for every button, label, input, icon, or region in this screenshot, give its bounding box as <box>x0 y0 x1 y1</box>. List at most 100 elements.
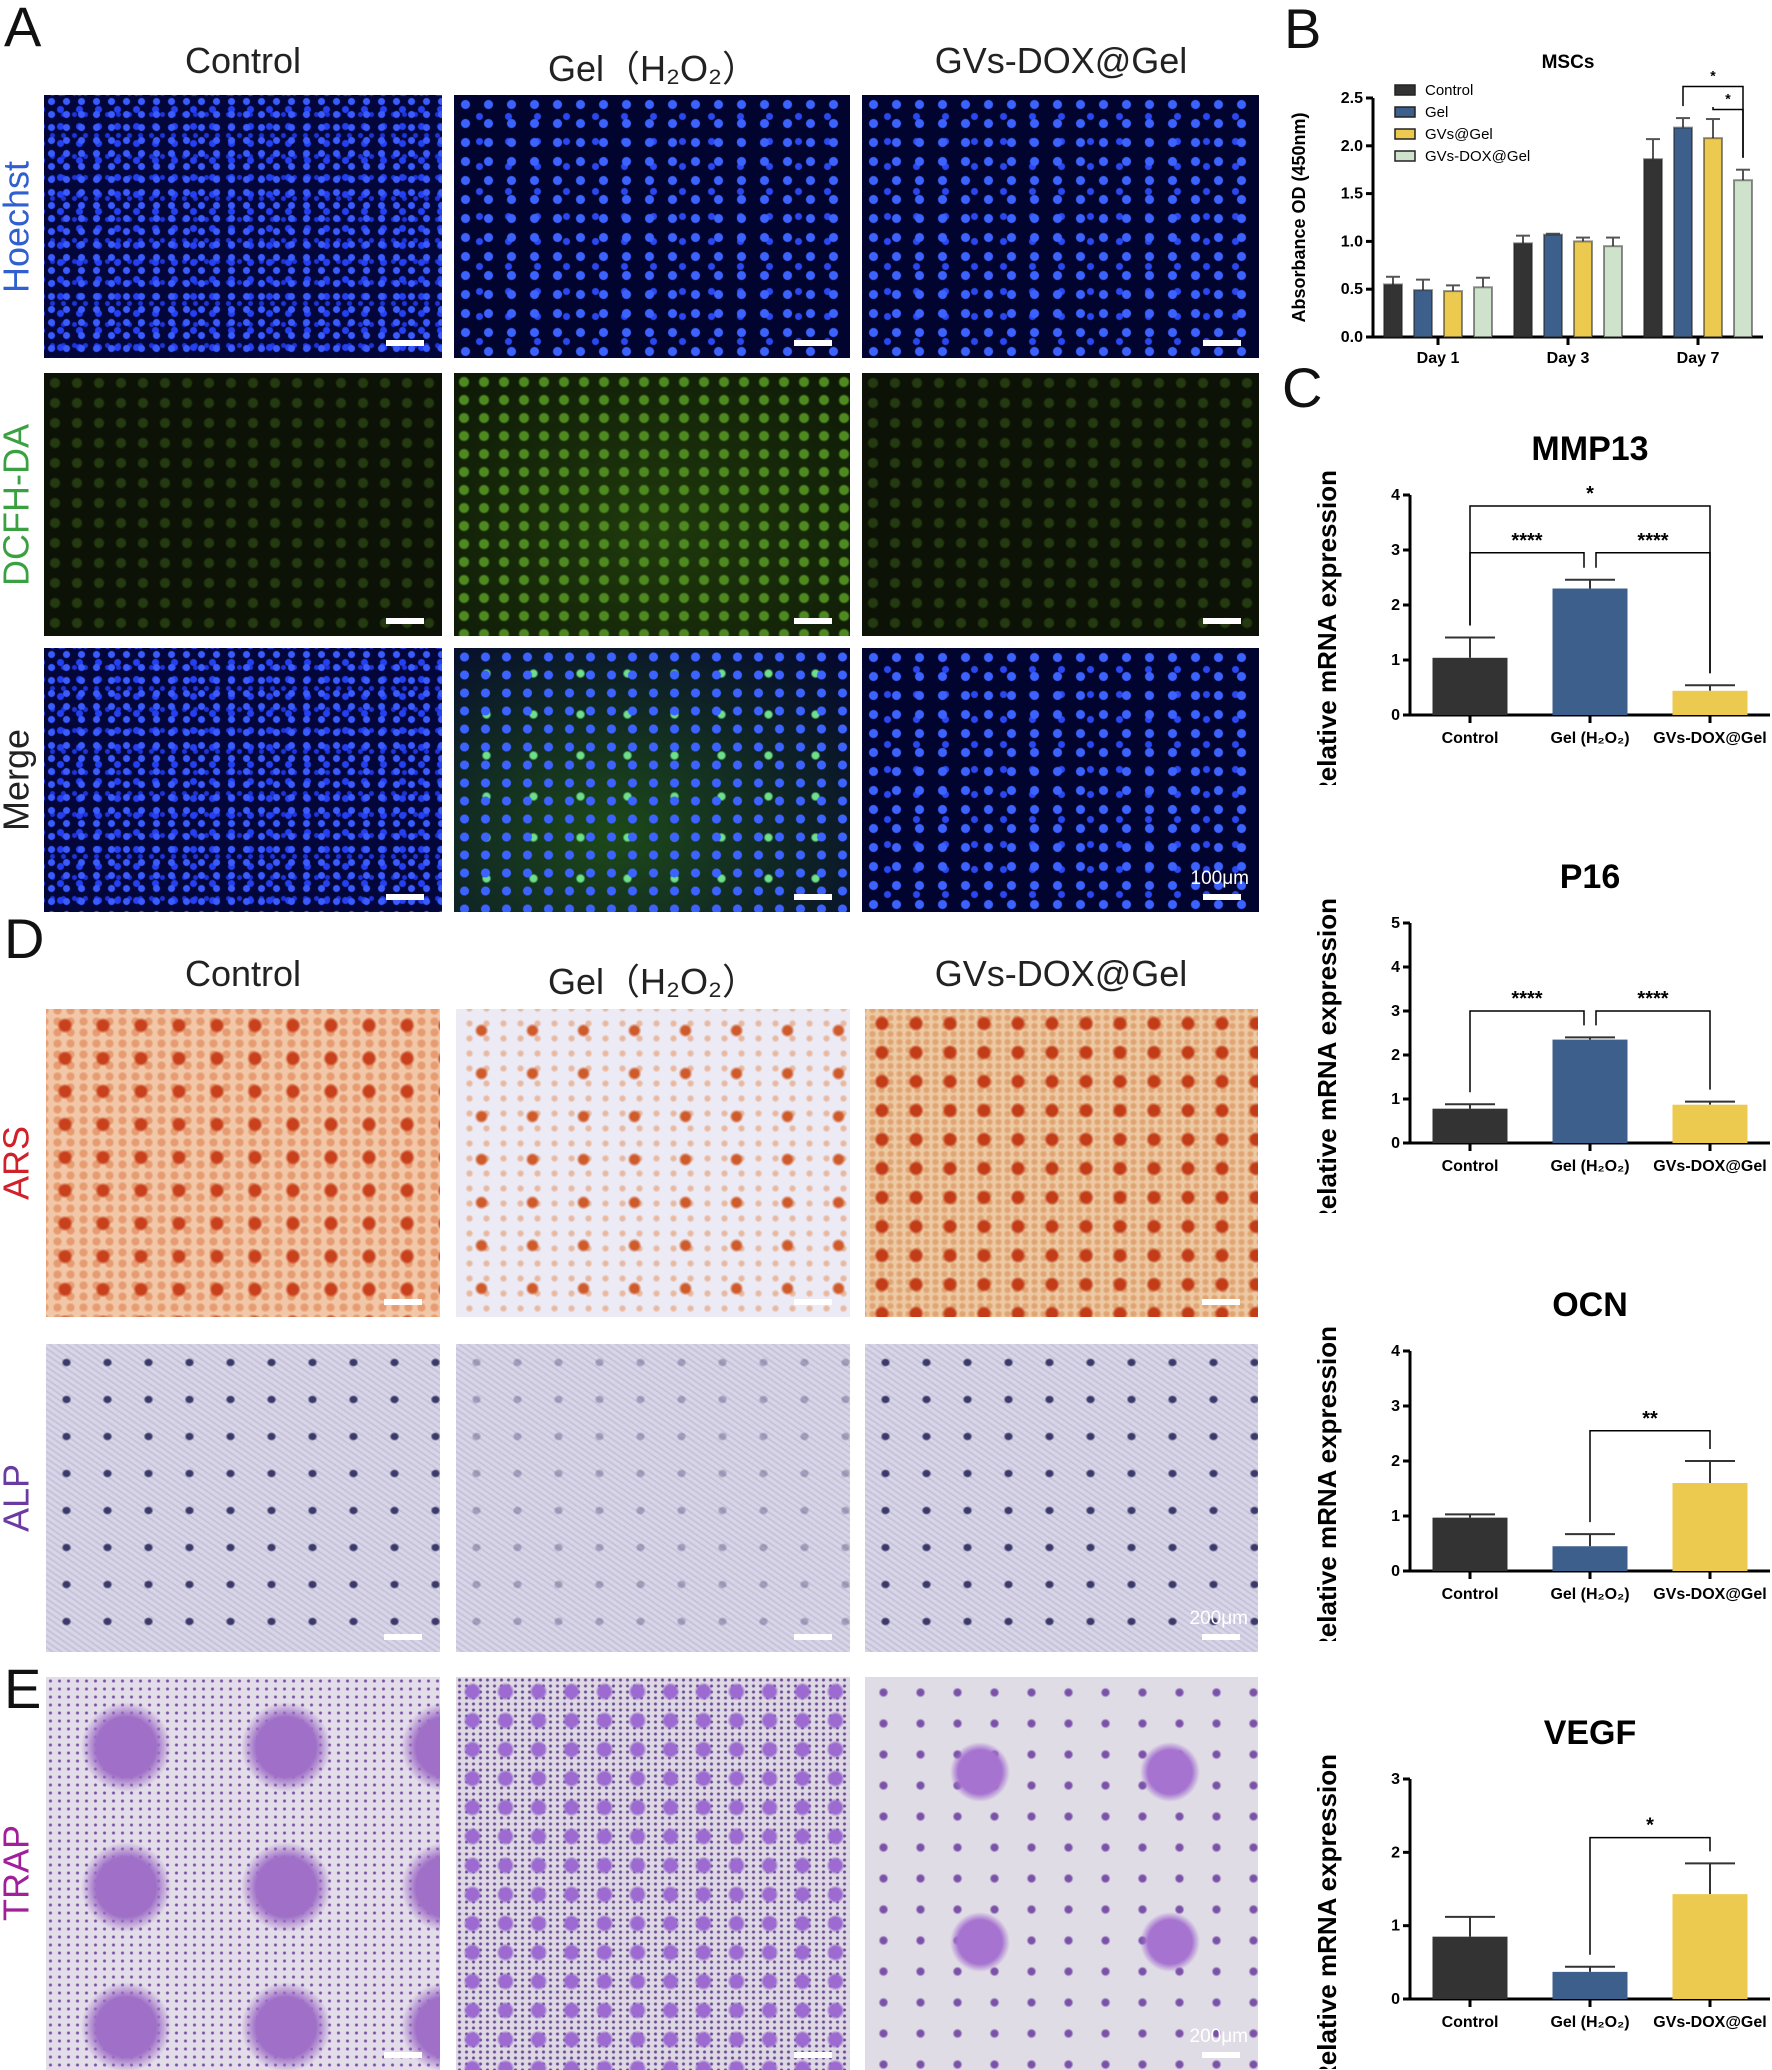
column-header-gvs-dox-gel: GVs-DOX@Gel <box>934 953 1188 994</box>
significance-label: **** <box>1637 530 1668 552</box>
row-label-alp: ALP <box>0 1463 37 1533</box>
significance-bracket <box>1469 1010 1585 1093</box>
x-tick-label: Gel (H₂O₂) <box>1550 1158 1629 1175</box>
micrograph-merge-control <box>44 648 442 912</box>
scale-bar <box>384 1634 422 1640</box>
x-tick-label: Control <box>1442 2014 1499 2031</box>
micrograph-trap-control <box>46 1677 440 2070</box>
row-label-ars: ARS <box>0 1125 37 1201</box>
bar <box>1672 690 1748 715</box>
y-tick-label: 4 <box>1391 487 1400 504</box>
legend-label: Control <box>1425 82 1473 99</box>
legend-swatch <box>1394 150 1416 162</box>
row-label-hoechst: Hoechst <box>0 160 37 294</box>
x-tick-label: Day 1 <box>1417 350 1460 367</box>
micrograph-alp-gel <box>456 1344 850 1652</box>
bar <box>1573 240 1593 338</box>
y-axis-label: Relative mRNA expression <box>1312 1754 1342 2069</box>
scale-bar <box>794 894 832 900</box>
y-tick-label: 3 <box>1391 1398 1400 1415</box>
column-header-gvs-dox-gel: GVs-DOX@Gel <box>934 40 1188 81</box>
bar <box>1432 1517 1508 1571</box>
significance-label: * <box>1586 483 1594 505</box>
scale-label: 100μm <box>1190 868 1249 889</box>
micrograph-ars-gel <box>456 1009 850 1317</box>
y-tick-label: 2.5 <box>1341 90 1363 107</box>
chart-title: MSCs <box>1542 52 1595 73</box>
x-tick-label: Control <box>1442 1586 1499 1603</box>
y-tick-label: 2.0 <box>1341 138 1363 155</box>
significance-label: **** <box>1511 988 1542 1010</box>
x-tick-label: Day 7 <box>1677 350 1720 367</box>
bar <box>1432 1936 1508 1999</box>
micrograph-merge-gvs-dox-gel: 100μm <box>862 648 1259 912</box>
scale-bar <box>1202 1634 1240 1640</box>
scale-bar <box>794 2052 832 2058</box>
y-tick-label: 1 <box>1391 1508 1400 1525</box>
x-tick-label: GVs-DOX@Gel <box>1653 730 1766 747</box>
significance-bracket <box>1589 1430 1711 1523</box>
scale-bar <box>1203 340 1241 346</box>
bar <box>1552 1546 1628 1571</box>
row-label-dcfh-da: DCFH-DA <box>0 424 37 586</box>
column-header-control: Control <box>184 953 302 994</box>
y-tick-label: 2 <box>1391 1453 1400 1470</box>
y-tick-label: 3 <box>1391 1771 1400 1788</box>
panel-letter-e: E <box>4 1657 42 1720</box>
y-tick-label: 4 <box>1391 1343 1400 1360</box>
y-tick-label: 0 <box>1391 1991 1400 2008</box>
y-tick-label: 1 <box>1391 1091 1400 1108</box>
scale-bar <box>1202 2052 1240 2058</box>
scale-bar <box>386 618 424 624</box>
scale-bar <box>1203 618 1241 624</box>
legend-swatch <box>1394 84 1416 96</box>
chart-title: OCN <box>1552 1286 1628 1324</box>
y-tick-label: 1.5 <box>1341 186 1363 203</box>
micrograph-dcfh-control <box>44 373 442 636</box>
micrograph-trap-gvs-dox-gel: 200μm <box>865 1677 1258 2070</box>
micrograph-dcfh-gvs-dox-gel <box>862 373 1259 636</box>
bar <box>1543 233 1563 338</box>
micrograph-hoechst-gel <box>454 95 850 358</box>
x-tick-label: Day 3 <box>1547 350 1590 367</box>
bar <box>1383 283 1403 338</box>
bar <box>1552 588 1628 715</box>
scale-bar <box>384 2052 422 2058</box>
y-tick-label: 3 <box>1391 542 1400 559</box>
bar <box>1603 245 1623 338</box>
x-tick-label: GVs-DOX@Gel <box>1653 2014 1766 2031</box>
scale-bar <box>794 1634 832 1640</box>
micrograph-trap-gel <box>456 1677 850 2070</box>
micrograph-alp-gvs-dox-gel: 200μm <box>865 1344 1258 1652</box>
scale-bar <box>794 340 832 346</box>
x-tick-label: Control <box>1442 1158 1499 1175</box>
scale-bar <box>794 1299 832 1305</box>
column-header-gel: Gel（H₂O₂） <box>548 961 758 1002</box>
y-tick-label: 2 <box>1391 1844 1400 1861</box>
significance-label: **** <box>1637 988 1668 1010</box>
x-tick-label: Gel (H₂O₂) <box>1550 2014 1629 2031</box>
significance-bracket <box>1469 505 1711 674</box>
micrograph-merge-gel <box>454 648 850 912</box>
x-tick-label: Control <box>1442 730 1499 747</box>
chart-ocn: OCN Relative mRNA expression 0 1 2 3 4 Control G… <box>1312 1286 1770 1641</box>
significance-bracket <box>1595 1010 1711 1090</box>
y-tick-label: 0 <box>1391 1135 1400 1152</box>
x-tick-label: Gel (H₂O₂) <box>1550 730 1629 747</box>
x-tick-label: Gel (H₂O₂) <box>1550 1586 1629 1603</box>
bar <box>1552 1039 1628 1143</box>
scale-bar <box>1203 894 1241 900</box>
significance-bracket <box>1712 107 1744 158</box>
bar <box>1413 289 1433 339</box>
row-label-trap: TRAP <box>0 1825 37 1922</box>
y-tick-label: 3 <box>1391 1003 1400 1020</box>
chart-p16: P16 Relative mRNA expression 0 1 2 3 4 5 Control… <box>1312 858 1770 1213</box>
scale-bar <box>1202 1299 1240 1305</box>
chart-mmp13: MMP13 Relative mRNA expression 0 1 2 3 4 Contro… <box>1312 430 1770 785</box>
y-tick-label: 4 <box>1391 959 1400 976</box>
significance-label: * <box>1725 90 1731 106</box>
x-tick-label: GVs-DOX@Gel <box>1653 1158 1766 1175</box>
micrograph-hoechst-control <box>44 95 442 358</box>
bar <box>1473 286 1493 338</box>
bar <box>1672 1894 1748 1999</box>
